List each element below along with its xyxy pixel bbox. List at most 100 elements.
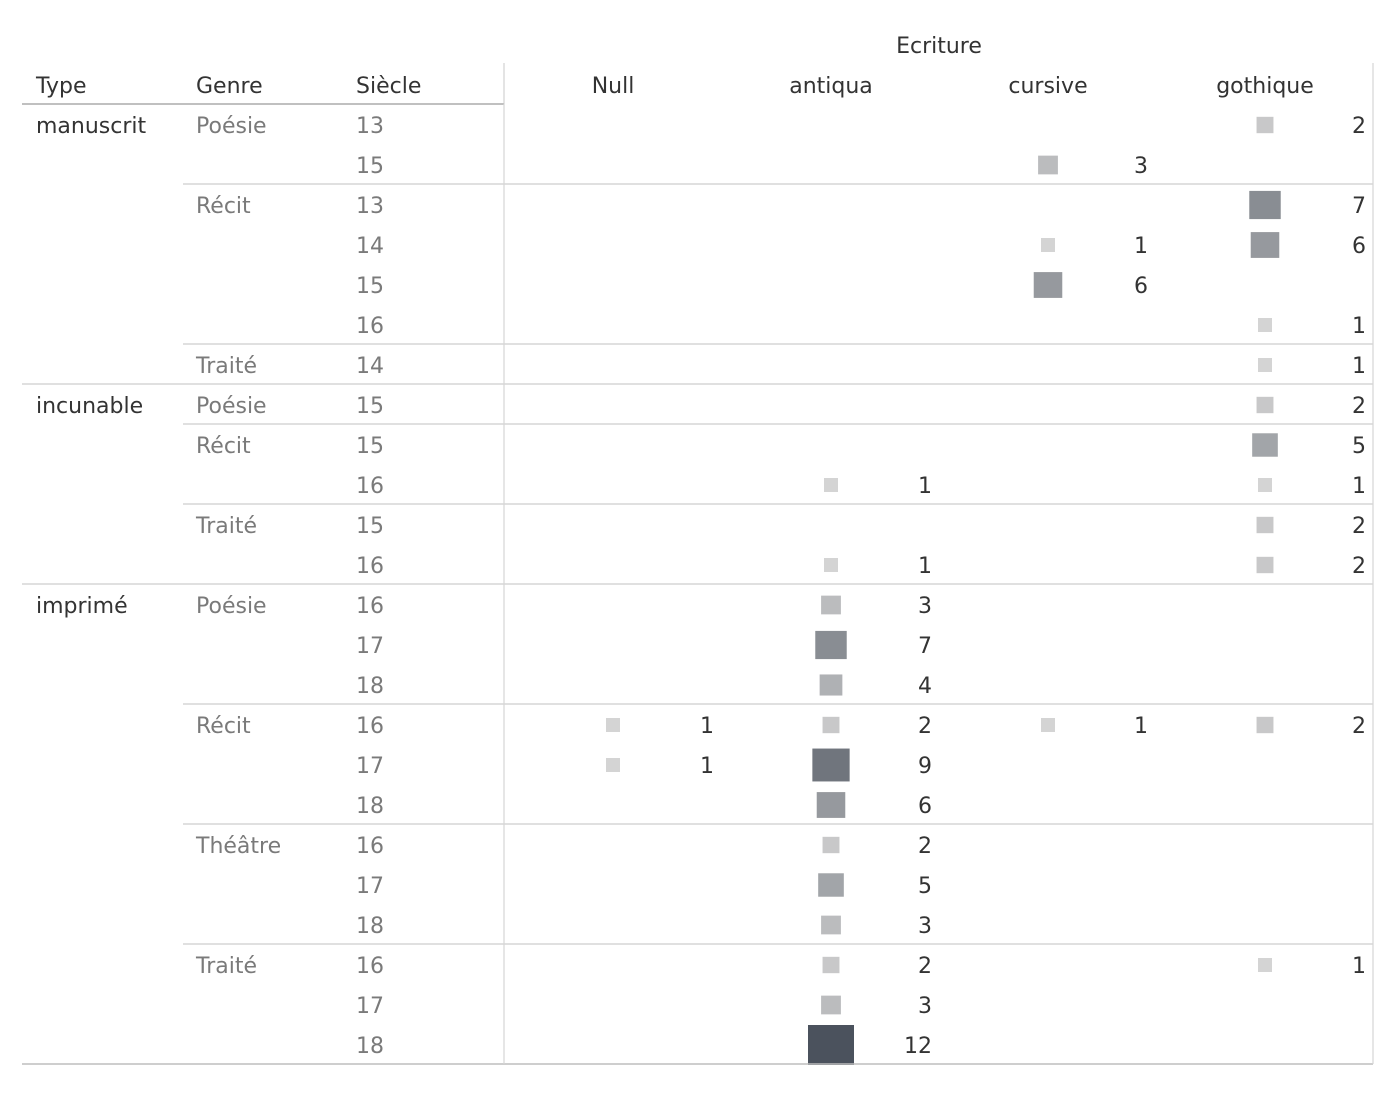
value-label: 1 [1352,474,1366,499]
value-mark [1258,958,1272,972]
value-label: 1 [1352,314,1366,339]
value-label: 3 [918,594,932,619]
value-label: 2 [1352,114,1366,139]
value-mark [1041,238,1055,252]
siecle-label: 13 [356,194,384,219]
value-label: 1 [1352,354,1366,379]
value-label: 3 [1134,154,1148,179]
value-mark [812,748,850,782]
siecle-label: 15 [356,514,384,539]
value-label: 7 [918,634,932,659]
siecle-label: 16 [356,554,384,579]
siecle-label: 15 [356,154,384,179]
siecle-label: 15 [356,274,384,299]
siecle-label: 15 [356,434,384,459]
value-mark [1258,478,1272,492]
row-header-label: Genre [196,74,263,99]
siecle-label: 13 [356,114,384,139]
value-label: 1 [1134,714,1148,739]
value-mark [1249,190,1281,220]
value-label: 1 [918,554,932,579]
row-header-label: Type [35,74,87,99]
value-mark [1041,718,1055,732]
value-label: 2 [918,834,932,859]
value-label: 1 [700,754,714,779]
value-mark [821,915,841,935]
siecle-label: 16 [356,474,384,499]
value-mark [822,836,840,854]
value-label: 6 [1134,274,1148,299]
value-mark [1256,556,1274,574]
siecle-label: 16 [356,714,384,739]
value-mark [1256,716,1274,734]
value-mark [1256,516,1274,534]
value-label: 3 [918,914,932,939]
value-label: 2 [918,714,932,739]
value-label: 7 [1352,194,1366,219]
siecle-label: 16 [356,314,384,339]
column-header-title: Ecriture [896,34,982,59]
value-label: 5 [918,874,932,899]
siecle-label: 17 [356,874,384,899]
value-label: 6 [1352,234,1366,259]
value-mark [606,718,620,732]
siecle-label: 17 [356,754,384,779]
value-label: 3 [918,994,932,1019]
siecle-label: 16 [356,834,384,859]
value-mark [819,674,843,696]
type-label: manuscrit [36,114,147,139]
siecle-label: 14 [356,354,384,379]
value-mark [1258,358,1272,372]
value-mark [824,478,838,492]
value-mark [808,1025,854,1065]
value-label: 2 [1352,714,1366,739]
value-mark [821,995,841,1015]
value-mark [822,956,840,974]
value-mark [821,595,841,615]
value-label: 5 [1352,434,1366,459]
genre-label: Poésie [196,394,267,419]
genre-label: Récit [196,714,251,739]
genre-label: Traité [195,354,257,379]
siecle-label: 15 [356,394,384,419]
value-label: 1 [700,714,714,739]
genre-label: Théâtre [195,834,281,859]
siecle-label: 18 [356,674,384,699]
genre-label: Traité [195,954,257,979]
value-label: 9 [918,754,932,779]
type-label: incunable [36,394,143,419]
value-label: 12 [904,1034,932,1059]
value-label: 2 [1352,514,1366,539]
value-label: 2 [1352,394,1366,419]
value-mark [1038,155,1058,175]
value-mark [606,758,620,772]
value-mark [815,630,847,660]
column-label: antiqua [789,74,873,99]
genre-label: Poésie [196,114,267,139]
siecle-label: 18 [356,794,384,819]
column-label: gothique [1216,74,1314,99]
value-mark [818,873,844,897]
value-mark [1258,318,1272,332]
value-label: 6 [918,794,932,819]
value-mark [824,558,838,572]
value-label: 2 [1352,554,1366,579]
value-label: 1 [1352,954,1366,979]
column-label: cursive [1008,74,1087,99]
value-mark [1256,396,1274,414]
value-label: 2 [918,954,932,979]
siecle-label: 17 [356,994,384,1019]
siecle-label: 18 [356,1034,384,1059]
value-label: 1 [918,474,932,499]
siecle-label: 14 [356,234,384,259]
siecle-label: 16 [356,594,384,619]
genre-label: Récit [196,194,251,219]
genre-label: Récit [196,434,251,459]
value-mark [1250,232,1280,258]
value-mark [1033,272,1063,298]
value-label: 1 [1134,234,1148,259]
value-mark [1252,433,1278,457]
siecle-label: 18 [356,914,384,939]
type-label: imprimé [36,594,128,619]
